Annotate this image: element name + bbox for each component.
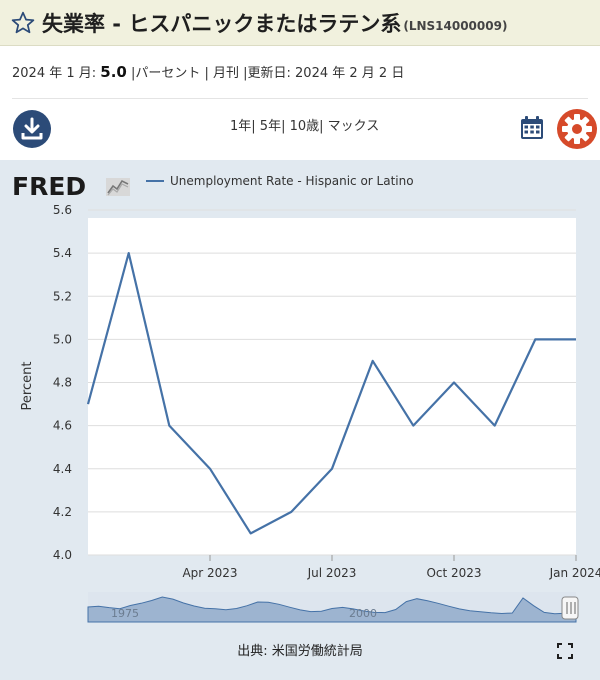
toolbar: 1年| 5年| 10歳| マックス	[0, 100, 600, 158]
range-1y[interactable]: 1年	[230, 119, 252, 134]
y-tick-label: 4.2	[53, 505, 72, 519]
navigator-label-1975: 1975	[111, 607, 139, 620]
fred-logo: FRED	[12, 172, 130, 198]
legend-label: Unemployment Rate - Hispanic or Latino	[170, 174, 414, 188]
calendar-icon[interactable]	[519, 115, 545, 141]
y-tick-label: 4.0	[53, 548, 72, 562]
range-selector: 1年| 5年| 10歳| マックス	[230, 119, 380, 134]
y-tick-label: 5.0	[53, 332, 72, 346]
series-id: (LNS14000009)	[403, 18, 508, 33]
range-max[interactable]: マックス	[327, 119, 380, 134]
y-tick-label: 4.4	[53, 462, 72, 476]
y-tick-label: 5.2	[53, 289, 72, 303]
x-tick-label: Apr 2023	[182, 566, 237, 580]
series-details: |パーセント | 月刊 |更新日: 2024 年 2 月 2 日	[126, 66, 405, 81]
fred-logo-text: FRED	[12, 172, 86, 198]
download-button[interactable]	[13, 110, 51, 148]
range-5y[interactable]: 5年	[259, 119, 282, 134]
expand-icon[interactable]	[557, 643, 573, 659]
y-tick-label: 5.6	[53, 203, 72, 217]
latest-date: 2024 年 1 月:	[12, 66, 101, 81]
line-chart: 4.0 4.2 4.4 4.6 4.8 5.0 5.2 5.4 5.6 Apr 2023 Jul …	[20, 203, 600, 623]
gear-icon[interactable]	[557, 109, 597, 149]
legend: Unemployment Rate - Hispanic or Latino	[146, 174, 414, 188]
plot-area	[88, 218, 576, 555]
series-line-hispanic-unemployment	[86, 252, 576, 535]
y-axis-label: Percent	[20, 362, 35, 411]
y-tick-label: 4.6	[53, 419, 72, 433]
navigator-handle[interactable]	[561, 596, 579, 620]
x-tick-label: Jul 2023	[307, 566, 357, 580]
range-navigator[interactable]: 1975 2000	[87, 592, 579, 623]
chart-panel: 4.0 4.2 4.4 4.6 4.8 5.0 5.2 5.4 5.6 Apr 2023 Jul …	[0, 160, 600, 680]
x-tick-label: Jan 2024	[549, 566, 600, 580]
latest-value: 5.0	[100, 63, 127, 81]
series-meta: 2024 年 1 月: 5.0 |パーセント | 月刊 |更新日: 2024 年…	[12, 62, 404, 81]
y-tick-label: 5.4	[53, 246, 72, 260]
download-icon	[21, 117, 43, 140]
page-title: 失業率 - ヒスパニックまたはラテン系	[42, 11, 402, 36]
navigator-area	[87, 596, 577, 623]
star-outline-icon[interactable]	[10, 10, 36, 36]
navigator-label-2000: 2000	[349, 607, 377, 620]
divider	[12, 98, 588, 99]
range-10y[interactable]: 10歳	[289, 119, 320, 134]
y-tick-label: 4.8	[53, 376, 72, 390]
x-tick-label: Oct 2023	[426, 566, 481, 580]
legend-swatch	[146, 180, 164, 182]
title-bar: 失業率 - ヒスパニックまたはラテン系 (LNS14000009)	[0, 0, 600, 46]
source-note: 出典: 米国労働統計局	[237, 644, 363, 659]
